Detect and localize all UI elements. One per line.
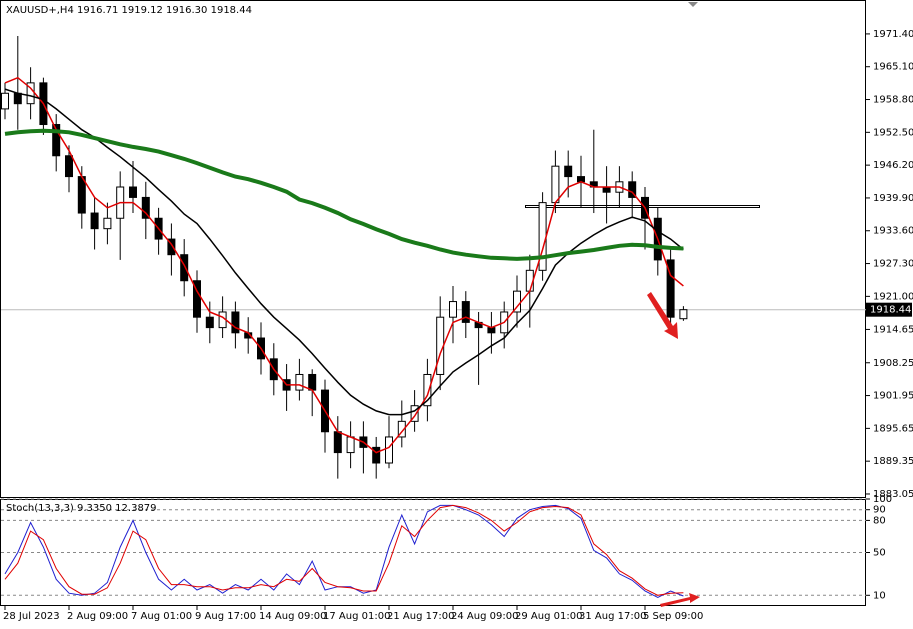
candle-body xyxy=(1,92,9,110)
candle-body xyxy=(180,254,189,282)
y-tick-label: 1933.60 xyxy=(873,226,913,237)
x-tick-label: 5 Sep 09:00 xyxy=(643,611,703,622)
y-tick-label: 1908.25 xyxy=(873,358,913,369)
y-tick-label: 90 xyxy=(873,505,886,516)
y-tick-label: 1895.65 xyxy=(873,423,913,434)
x-tick-label: 14 Aug 09:00 xyxy=(259,611,326,622)
candle-body xyxy=(295,373,304,391)
x-tick-label: 24 Aug 09:00 xyxy=(451,611,518,622)
y-tick-label: 1939.90 xyxy=(873,193,913,204)
candle-body xyxy=(679,309,688,320)
x-tick-label: 9 Aug 17:00 xyxy=(195,611,256,622)
moving-average xyxy=(4,76,684,454)
y-tick-label: 1921.00 xyxy=(873,291,913,302)
candle-body xyxy=(103,217,112,230)
candle-body xyxy=(564,165,573,178)
y-tick-label: 1971.40 xyxy=(873,29,913,40)
x-tick-label: 2 Aug 09:00 xyxy=(67,611,128,622)
arrow-annotation xyxy=(660,593,700,607)
x-tick-label: 29 Aug 01:00 xyxy=(515,611,582,622)
y-tick-label: 1952.50 xyxy=(873,127,913,138)
candle-body xyxy=(551,165,560,204)
indicator-title: Stoch(13,3,3) 9.3350 12.3879 xyxy=(6,503,157,514)
moving-average xyxy=(4,128,684,261)
y-tick-label: 1889.35 xyxy=(873,456,913,467)
chart-title: XAUUSD+,H4 1916.71 1919.12 1916.30 1918.… xyxy=(6,5,252,16)
candle-body xyxy=(13,92,22,105)
y-tick-label: 50 xyxy=(873,548,886,559)
candle-body xyxy=(141,196,150,219)
candle-body xyxy=(205,316,214,329)
shift-marker xyxy=(688,2,698,7)
candle-body xyxy=(129,186,137,198)
candle-body xyxy=(167,238,176,256)
candle-body xyxy=(423,373,432,407)
plot-layer: 1971.40 1965.10 1958.80 1952.50 1946.20 1939.… xyxy=(1,29,913,622)
candle-body xyxy=(538,202,547,271)
price-panel xyxy=(0,0,866,498)
y-tick-label: 1883.05 xyxy=(873,489,913,500)
y-tick-label: 80 xyxy=(873,515,886,526)
x-tick-label: 7 Aug 01:00 xyxy=(131,611,192,622)
x-tick-label: 21 Aug 17:00 xyxy=(387,611,454,622)
y-tick-label: 1965.10 xyxy=(873,62,913,73)
last-price-box xyxy=(866,302,912,317)
candle-body xyxy=(308,373,317,391)
candle-body xyxy=(385,436,393,464)
candle-body xyxy=(333,431,342,454)
candle-body xyxy=(77,176,86,214)
candle-body xyxy=(628,181,637,198)
candle-body xyxy=(410,405,419,422)
candle-body xyxy=(449,301,457,318)
candle-body xyxy=(461,301,470,323)
candle-body xyxy=(372,446,381,464)
y-tick-label: 1927.30 xyxy=(873,259,913,270)
y-tick-label: 10 xyxy=(873,590,886,601)
y-tick-label: 1914.65 xyxy=(873,324,913,335)
x-tick-label: 17 Aug 01:00 xyxy=(323,611,390,622)
candle-body xyxy=(90,212,99,230)
candle-body xyxy=(666,259,675,318)
candle-body xyxy=(231,311,240,334)
stoch-line xyxy=(4,504,684,598)
candle-body xyxy=(397,420,406,438)
last-price-label: 1918.44 xyxy=(870,305,911,316)
candle-body xyxy=(602,186,611,193)
candle-body xyxy=(346,436,355,454)
stoch-line xyxy=(4,504,684,596)
candle-body xyxy=(193,280,201,318)
x-tick-label: 28 Jul 2023 xyxy=(3,611,60,622)
candle-body xyxy=(52,124,61,157)
candle-body xyxy=(65,155,73,178)
arrow-annotation xyxy=(647,292,678,339)
y-tick-label: 100 xyxy=(873,494,892,505)
y-tick-label: 1901.95 xyxy=(873,391,913,402)
y-tick-label: 1958.80 xyxy=(873,95,913,106)
y-tick-label: 1946.20 xyxy=(873,160,913,171)
x-tick-label: 31 Aug 17:00 xyxy=(579,611,646,622)
